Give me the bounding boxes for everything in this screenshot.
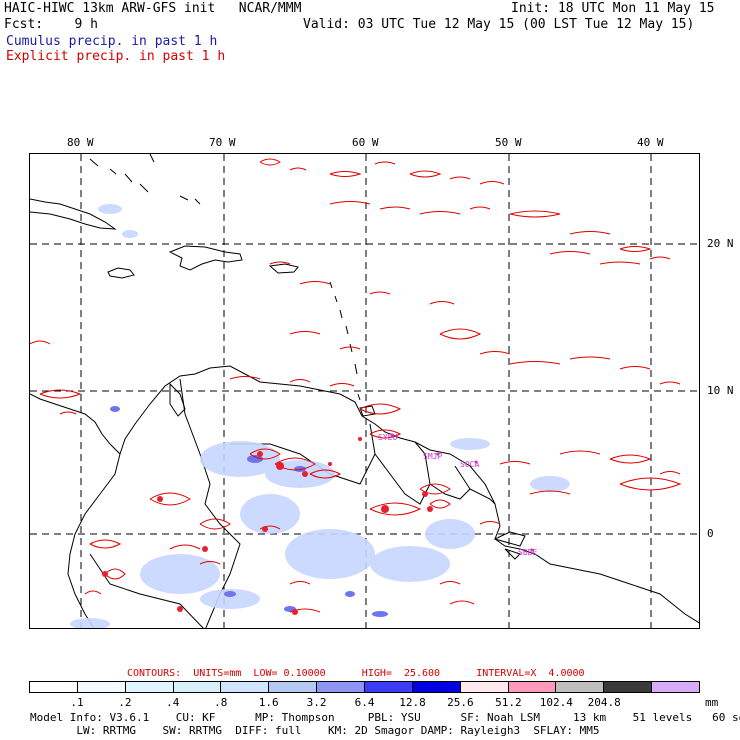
model-info-line2: LW: RRTMG SW: RRTMG DIFF: full KM: 2D Sm… [30, 724, 600, 737]
scale-swatch [652, 682, 700, 692]
station-smjp: SMJP [423, 452, 443, 461]
cumulus-precip [70, 204, 570, 628]
scale-label: 1.6 [258, 696, 279, 709]
scale-label: 3.2 [306, 696, 327, 709]
lon-label-50w: 50 W [495, 136, 522, 149]
scale-swatch [173, 682, 222, 692]
scale-label: 25.6 [447, 696, 474, 709]
scale-swatch [604, 682, 653, 692]
scale-label: 51.2 [495, 696, 522, 709]
map-canvas [30, 154, 699, 628]
lon-label-60w: 60 W [352, 136, 379, 149]
scale-swatch [556, 682, 605, 692]
cumulus-precip-heavy [110, 406, 388, 617]
scale-label: .8 [214, 696, 228, 709]
cumulus-legend-label: Cumulus precip. in past 1 h [6, 34, 218, 49]
scale-swatch [317, 682, 366, 692]
scale-label: 204.8 [587, 696, 621, 709]
valid-time: Valid: 03 UTC Tue 12 May 15 (00 LST Tue … [303, 17, 695, 32]
precip-map: SYEU SMJP SOCA SBBE [29, 153, 700, 629]
explicit-legend-label: Explicit precip. in past 1 h [6, 49, 226, 64]
lon-label-80w: 80 W [67, 136, 94, 149]
scale-swatch [412, 682, 461, 692]
scale-label: .2 [118, 696, 132, 709]
scale-swatch [30, 682, 78, 692]
scale-swatch [221, 682, 270, 692]
scale-swatch [269, 682, 318, 692]
lon-label-70w: 70 W [209, 136, 236, 149]
explicit-precip-cores [102, 437, 433, 615]
scale-unit: mm [705, 696, 719, 709]
scale-label: 102.4 [539, 696, 573, 709]
contour-info: CONTOURS: UNITS=mm LOW= 0.10000 HIGH= 25… [127, 668, 585, 679]
lon-label-40w: 40 W [637, 136, 664, 149]
scale-swatch [460, 682, 509, 692]
scale-swatch [365, 682, 413, 692]
scale-label: 6.4 [354, 696, 375, 709]
lat-label-0: 0 [707, 527, 714, 540]
explicit-precip-contours [30, 158, 682, 613]
scale-label: .1 [70, 696, 84, 709]
scale-label: .4 [166, 696, 180, 709]
lat-label-20n: 20 N [707, 237, 734, 250]
scale-swatch [508, 682, 557, 692]
color-scale-bar [29, 681, 700, 693]
scale-label: 12.8 [399, 696, 426, 709]
scale-swatch [77, 682, 126, 692]
init-time: Init: 18 UTC Mon 11 May 15 [511, 1, 715, 16]
header-title: HAIC-HIWC 13km ARW-GFS init NCAR/MMM [4, 1, 302, 16]
forecast-hour: Fcst: 9 h [4, 17, 98, 32]
station-sbbe: SBBE [518, 548, 538, 557]
station-soca: SOCA [460, 460, 480, 469]
model-info-line1: Model Info: V3.6.1 CU: KF MP: Thompson P… [30, 711, 740, 724]
station-markers [390, 433, 534, 552]
lat-label-10n: 10 N [707, 384, 734, 397]
scale-swatch [125, 682, 174, 692]
station-syeu: SYEU [378, 433, 398, 442]
